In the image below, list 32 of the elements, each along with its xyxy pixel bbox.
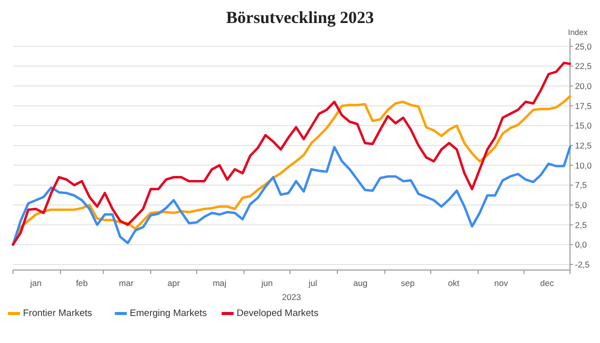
x-tick-label: sep — [400, 278, 415, 288]
x-tick-label: okt — [448, 278, 460, 288]
legend-label: Developed Markets — [236, 308, 319, 319]
x-tick-label: jan — [29, 278, 42, 288]
y-tick-label: 10,0 — [575, 160, 592, 170]
y-tick-label: 25,0 — [575, 41, 592, 52]
line-series — [12, 146, 572, 246]
x-tick-label: jul — [308, 278, 318, 288]
y-tick-label: 7,5 — [575, 180, 588, 190]
chart-title: Börsutveckling 2023 — [226, 8, 374, 27]
y-tick-label: 12,5 — [575, 140, 592, 150]
y-tick-label: -2,5 — [575, 259, 590, 270]
y-tick-label: 22,5 — [575, 61, 592, 72]
y-tick-label: 2,5 — [575, 220, 588, 230]
y-axis-title: Index — [568, 28, 588, 37]
x-tick-label: maj — [212, 278, 227, 288]
legend-label: Emerging Markets — [130, 308, 208, 319]
y-tick-label: 5,0 — [575, 200, 588, 210]
y-tick-label: 17,5 — [575, 100, 592, 111]
x-tick-label: aug — [353, 278, 368, 288]
x-tick-label: nov — [494, 278, 509, 288]
y-tick-label: 0,0 — [575, 240, 588, 250]
x-tick-label: jun — [260, 278, 273, 288]
legend-label: Frontier Markets — [23, 308, 92, 319]
x-tick-label: dec — [540, 278, 555, 288]
x-axis-title: 2023 — [282, 292, 302, 302]
x-tick-label: mar — [118, 278, 134, 288]
y-tick-label: 15,0 — [575, 120, 592, 131]
y-tick-label: 20,0 — [575, 80, 592, 91]
x-tick-label: apr — [168, 278, 180, 288]
line-series — [12, 62, 572, 246]
x-tick-label: feb — [76, 278, 88, 288]
